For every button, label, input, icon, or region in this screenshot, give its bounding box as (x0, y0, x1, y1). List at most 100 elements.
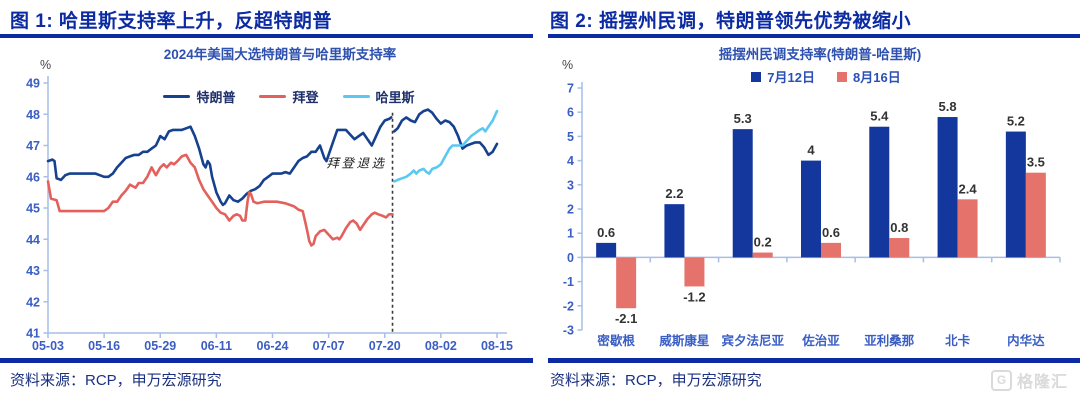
legend-label-biden: 拜登 (292, 90, 319, 105)
svg-text:07-20: 07-20 (369, 339, 401, 353)
svg-text:北卡: 北卡 (945, 333, 971, 348)
jul12-bar-3 (801, 160, 821, 258)
svg-text:0.2: 0.2 (754, 235, 772, 250)
svg-text:0.8: 0.8 (890, 220, 908, 235)
legend-item-biden: 拜登 (259, 87, 319, 106)
aug16-bar-6 (1025, 172, 1046, 258)
legend-swatch-aug16 (837, 71, 847, 82)
watermark-text: 格隆汇 (1016, 374, 1068, 391)
svg-text:47: 47 (26, 139, 40, 153)
svg-text:05-29: 05-29 (144, 339, 176, 353)
svg-text:07-07: 07-07 (313, 339, 345, 353)
legend-swatch-biden (259, 94, 287, 99)
svg-text:7: 7 (567, 82, 574, 96)
aug16-bars (616, 172, 1046, 309)
figure-2-panel: 图 2: 摇摆州民调，特朗普领先优势被缩小 摇摆州民调支持率(特朗普-哈里斯) … (540, 0, 1080, 400)
jul12-bar-2 (732, 129, 753, 258)
legend-item-trump: 特朗普 (163, 87, 235, 106)
swing-bar-chart: -3 -2 -1 0 1 2 3 4 5 6 7 密歇根 威斯康星 宾夕法尼亚 佐治亚 亚利桑那 北卡 内华达 0.… (563, 82, 1061, 348)
svg-text:-1.2: -1.2 (683, 289, 705, 304)
svg-text:45: 45 (26, 202, 40, 216)
svg-text:08-15: 08-15 (481, 339, 513, 353)
jul12-bars (596, 117, 1026, 258)
y-axis-unit-label: % (562, 58, 574, 72)
svg-text:-3: -3 (563, 324, 574, 338)
legend-item-harris: 哈里斯 (342, 87, 415, 106)
svg-text:内华达: 内华达 (1007, 333, 1045, 348)
legend-label-harris: 哈里斯 (375, 90, 415, 105)
svg-text:46: 46 (26, 170, 40, 184)
trump-line (392, 108, 499, 157)
aug16-bar-4 (889, 238, 910, 258)
svg-text:密歇根: 密歇根 (596, 333, 635, 348)
bar-chart-legend: 7月12日 8月16日 (582, 67, 1070, 86)
jul12-value-labels: 0.6 2.2 5.3 4 5.4 5.8 5.2 (597, 99, 1025, 240)
trump-line (46, 116, 393, 207)
svg-text:4: 4 (807, 143, 815, 158)
svg-text:宾夕法尼亚: 宾夕法尼亚 (721, 333, 784, 348)
watermark-logo-icon: G (990, 369, 1012, 391)
svg-text:威斯康星: 威斯康星 (659, 333, 709, 348)
harris-line (392, 109, 499, 183)
svg-text:3: 3 (567, 178, 574, 192)
jul12-bar-6 (1005, 131, 1026, 258)
aug16-bar-2 (752, 252, 773, 258)
svg-text:5.3: 5.3 (734, 111, 752, 126)
figure-2-title-underline (548, 34, 1080, 38)
jul12-bar-0 (596, 242, 617, 258)
svg-text:42: 42 (26, 295, 40, 309)
figure-2-source: 资料来源：RCP，申万宏源研究 (550, 372, 762, 389)
y-axis-unit-label: % (40, 58, 52, 72)
figure-1-title: 图 1: 哈里斯支持率上升，反超特朗普 (10, 11, 332, 32)
aug16-bar-3 (821, 242, 841, 258)
axes: 41 42 43 44 45 46 47 48 49 05-03 05-16 05-29 06-11 06… (26, 76, 513, 353)
svg-text:2.4: 2.4 (959, 181, 978, 196)
bar-chart-title: 摇摆州民调支持率(特朗普-哈里斯) (718, 47, 922, 62)
svg-text:08-02: 08-02 (425, 339, 457, 353)
svg-text:0: 0 (567, 251, 574, 265)
line-chart-legend: 特朗普 拜登 哈里斯 (48, 87, 530, 106)
svg-text:05-03: 05-03 (32, 339, 64, 353)
svg-text:3.5: 3.5 (1027, 155, 1045, 170)
legend-label-aug16: 8月16日 (853, 70, 901, 85)
svg-text:-2: -2 (563, 299, 574, 313)
figure-1-title-underline (0, 34, 533, 38)
svg-text:41: 41 (26, 327, 40, 341)
figure-2-bottom-rule (548, 358, 1080, 363)
figure-1-bottom-rule (0, 358, 533, 363)
legend-label-trump: 特朗普 (196, 90, 236, 105)
svg-text:43: 43 (26, 264, 40, 278)
figure-2-title: 图 2: 摇摆州民调，特朗普领先优势被缩小 (550, 11, 911, 32)
svg-text:亚利桑那: 亚利桑那 (864, 333, 915, 348)
category-labels: 密歇根 威斯康星 宾夕法尼亚 佐治亚 亚利桑那 北卡 内华达 (596, 333, 1045, 348)
figure-1-panel: 图 1: 哈里斯支持率上升，反超特朗普 2024年美国大选特朗普与哈里斯支持率 … (0, 11, 533, 389)
svg-text:4: 4 (567, 154, 574, 168)
svg-text:5.4: 5.4 (870, 109, 889, 124)
legend-swatch-harris (342, 94, 370, 99)
svg-text:-1: -1 (563, 275, 574, 289)
svg-text:2: 2 (567, 203, 574, 217)
aug16-bar-0 (616, 257, 637, 309)
svg-text:06-11: 06-11 (201, 339, 232, 353)
svg-text:05-16: 05-16 (88, 339, 120, 353)
biden-dropout-label: 拜登退选 (326, 156, 386, 170)
svg-text:49: 49 (26, 77, 40, 91)
legend-item-aug16: 8月16日 (837, 67, 901, 86)
jul12-bar-1 (664, 204, 685, 258)
svg-text:48: 48 (26, 108, 40, 122)
svg-text:5: 5 (567, 130, 574, 144)
svg-text:5.8: 5.8 (939, 99, 957, 114)
legend-swatch-trump (163, 94, 191, 99)
jul12-bar-4 (869, 126, 890, 258)
svg-text:44: 44 (26, 233, 40, 247)
svg-text:-2.1: -2.1 (615, 311, 637, 326)
aug16-bar-5 (957, 199, 978, 258)
legend-item-jul12: 7月12日 (751, 67, 815, 86)
svg-text:1: 1 (567, 227, 574, 241)
legend-swatch-jul12 (751, 71, 762, 82)
svg-text:0.6: 0.6 (822, 225, 840, 240)
svg-text:5.2: 5.2 (1007, 114, 1025, 129)
aug16-value-labels: -2.1 -1.2 0.2 0.6 0.8 2.4 3.5 (615, 155, 1045, 327)
svg-text:6: 6 (567, 106, 574, 120)
